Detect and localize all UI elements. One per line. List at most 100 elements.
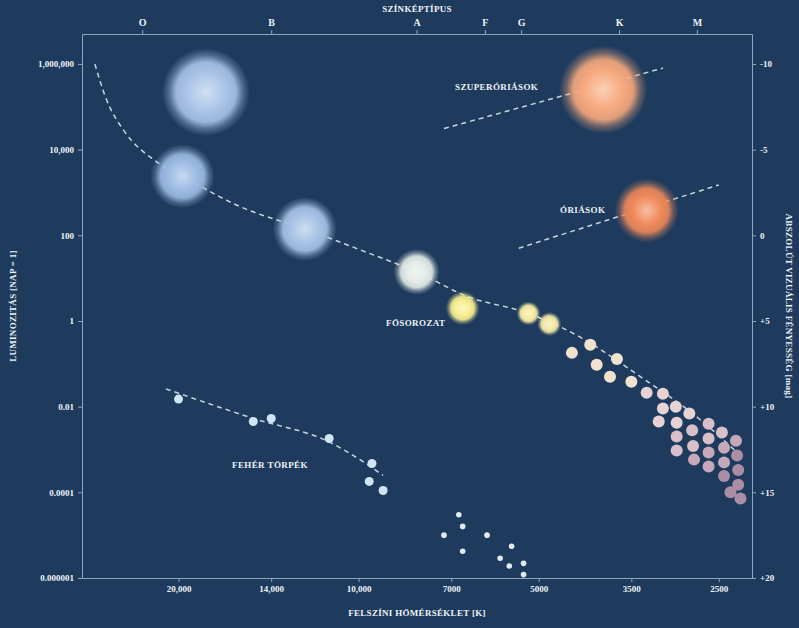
chart-container: 20,00014,00010,0007000500035002500OBAFGK…	[0, 0, 799, 628]
tick-label: M	[693, 17, 703, 28]
tick-mark	[451, 578, 452, 582]
axis-line	[82, 35, 83, 579]
star-dot	[718, 456, 730, 468]
tick: 1	[70, 316, 83, 326]
tick-label: K	[616, 17, 624, 28]
tick: +20	[752, 573, 775, 583]
background	[0, 0, 799, 628]
tick: 5000	[530, 578, 549, 594]
star-dot	[657, 388, 669, 400]
tick: -10	[752, 59, 772, 69]
star-dot	[379, 486, 388, 495]
star-glow	[517, 301, 541, 325]
tick-mark	[752, 321, 756, 322]
tick-label: +20	[760, 573, 775, 583]
y-axis-title: LUMINOZITÁS [NAP = 1]	[8, 250, 18, 362]
star-dot	[724, 486, 736, 498]
tick-mark	[78, 321, 82, 322]
tick-mark	[631, 578, 632, 582]
series-label: SZUPERÓRIÁSOK	[455, 82, 538, 92]
star-glow	[273, 197, 337, 261]
star-dot	[267, 414, 276, 423]
tick-mark	[485, 30, 486, 34]
tick-label: +5	[760, 316, 770, 326]
star-dot	[734, 492, 746, 504]
tick: K	[616, 17, 624, 34]
star-dot	[604, 371, 616, 383]
star-dot	[718, 442, 730, 454]
tick: +15	[752, 488, 775, 498]
hr-diagram: 20,00014,00010,0007000500035002500OBAFGK…	[0, 0, 799, 628]
star-glow	[615, 178, 679, 242]
star-dot	[703, 461, 715, 473]
star-dot	[688, 454, 700, 466]
tick: 20,000	[167, 578, 192, 594]
star-dot	[671, 431, 683, 443]
star-dot	[671, 444, 683, 456]
tick-mark	[78, 150, 82, 151]
tick-label: 0.01	[58, 402, 74, 412]
tick-label: +15	[760, 488, 775, 498]
star-dot	[716, 426, 728, 438]
star-dot	[174, 395, 183, 404]
tick: 1,000,000	[38, 59, 82, 69]
star-dot	[657, 403, 669, 415]
star-dot	[703, 447, 715, 459]
tick-mark	[78, 64, 82, 65]
tick: O	[139, 17, 147, 34]
star-dot	[460, 549, 466, 555]
tick-label: 2500	[710, 584, 729, 594]
tick-label: G	[518, 17, 526, 28]
tick: 10,000	[49, 145, 82, 155]
tick-mark	[752, 492, 756, 493]
star-glow	[162, 48, 250, 136]
tick-mark	[417, 30, 418, 34]
tick: 7000	[443, 578, 462, 594]
tick-label: O	[139, 17, 147, 28]
tick-mark	[271, 30, 272, 34]
star-dot	[732, 464, 744, 476]
tick-mark	[697, 30, 698, 34]
star-dot	[611, 353, 623, 365]
star-dot	[460, 524, 466, 530]
star-dot	[703, 418, 715, 430]
star-dot	[653, 416, 665, 428]
tick-label: 0.0001	[49, 488, 74, 498]
plot-area	[95, 46, 747, 578]
star-dot	[521, 561, 527, 567]
tick: -5	[752, 145, 768, 155]
x-axis-title: FELSZÍNI HŐMÉRSÉKLET [K]	[348, 608, 486, 618]
star-dot	[506, 563, 512, 569]
tick-label: 20,000	[167, 584, 192, 594]
tick-label: F	[482, 17, 488, 28]
tick: 3500	[623, 578, 642, 594]
tick-mark	[78, 407, 82, 408]
star-dot	[686, 424, 698, 436]
tick-label: 10,000	[49, 145, 74, 155]
axis-line	[83, 578, 753, 579]
tick-label: 5000	[530, 584, 549, 594]
star-dot	[456, 512, 462, 518]
tick-label: 1	[70, 316, 75, 326]
star-dot	[441, 532, 447, 538]
tick-label: -5	[760, 145, 768, 155]
tick-label: 0	[760, 231, 765, 241]
tick-mark	[78, 578, 82, 579]
star-dot	[718, 470, 730, 482]
star-dot	[730, 435, 742, 447]
star-dot	[671, 417, 683, 429]
star-dot	[566, 347, 578, 359]
tick-mark	[271, 578, 272, 582]
star-dot	[584, 339, 596, 351]
tick-mark	[359, 578, 360, 582]
star-dot	[683, 408, 695, 420]
star-dot	[703, 433, 715, 445]
tick-label: +10	[760, 402, 775, 412]
tick: G	[518, 17, 526, 34]
y-axis: 1,000,00010,00010010.010.00010.000001	[38, 35, 83, 584]
tick: M	[693, 17, 703, 34]
tick-mark	[752, 578, 756, 579]
tick-mark	[521, 30, 522, 34]
star-dot	[365, 477, 374, 486]
tick-mark	[78, 235, 82, 236]
